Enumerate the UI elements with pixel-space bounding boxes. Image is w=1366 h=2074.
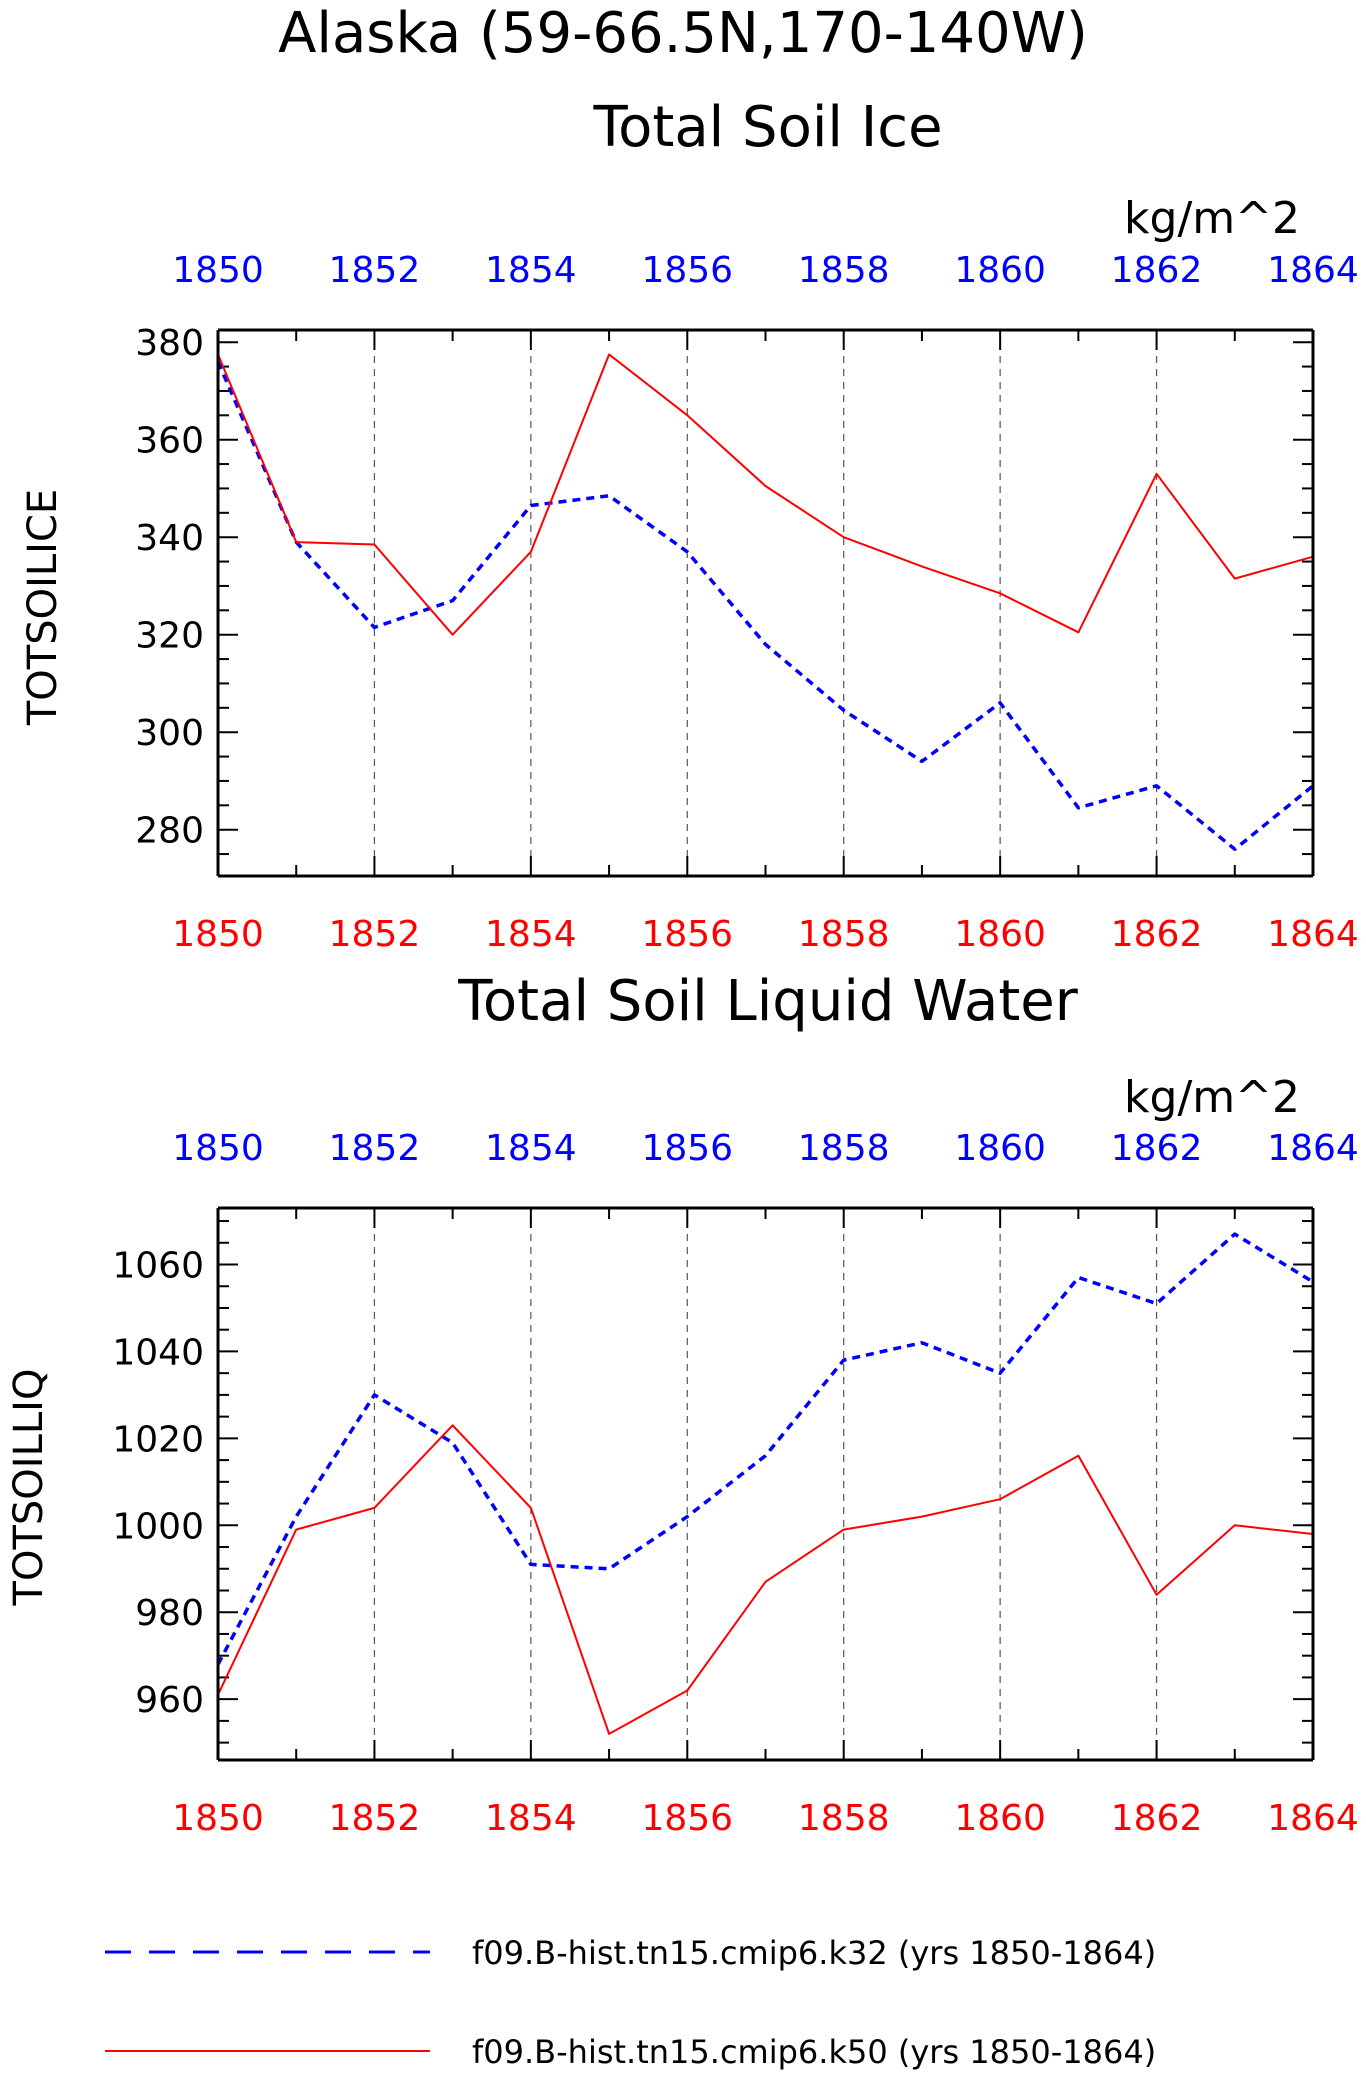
x-tick-label-bottom: 1852 xyxy=(329,1798,421,1839)
x-tick-label-top: 1864 xyxy=(1267,1128,1359,1169)
x-tick-label-top: 1852 xyxy=(329,1128,421,1169)
x-tick-label-bottom: 1862 xyxy=(1111,1798,1203,1839)
x-tick-label-top: 1856 xyxy=(641,1128,733,1169)
series-line-k32 xyxy=(216,1232,1314,1666)
panel-title: Total Soil Liquid Water xyxy=(457,969,1079,1034)
x-tick-label-bottom: 1862 xyxy=(1111,914,1203,955)
y-tick-label: 980 xyxy=(135,1593,204,1634)
y-tick-label: 360 xyxy=(135,421,204,462)
y-tick-label: 1000 xyxy=(112,1506,204,1547)
x-tick-label-top: 1850 xyxy=(172,250,264,291)
x-tick-label-top: 1854 xyxy=(485,1128,577,1169)
x-tick-label-top: 1858 xyxy=(798,1128,890,1169)
legend-label-k50: f09.B-hist.tn15.cmip6.k50 (yrs 1850-1864… xyxy=(472,2033,1156,2071)
units-label: kg/m^2 xyxy=(1124,193,1300,244)
x-tick-label-top: 1854 xyxy=(485,250,577,291)
units-label: kg/m^2 xyxy=(1124,1072,1300,1123)
series-line-k50 xyxy=(217,1424,1314,1735)
y-tick-label: 380 xyxy=(135,323,204,364)
y-axis-label: TOTSOILLIQ xyxy=(6,1369,52,1607)
x-tick-label-bottom: 1856 xyxy=(641,1798,733,1839)
x-tick-label-bottom: 1860 xyxy=(954,1798,1046,1839)
panel-soil-ice: Total Soil Ice kg/m^2 TOTSOILICE 280 300 3… xyxy=(20,95,1359,955)
panel-title: Total Soil Ice xyxy=(592,95,942,160)
y-tick-label: 1040 xyxy=(112,1332,204,1373)
x-tick-label-bottom: 1858 xyxy=(798,1798,890,1839)
y-axis-label: TOTSOILICE xyxy=(20,489,66,726)
x-tick-label-bottom: 1854 xyxy=(485,914,577,955)
x-tick-label-bottom: 1854 xyxy=(485,1798,577,1839)
y-tick-label: 340 xyxy=(135,518,204,559)
x-tick-label-bottom: 1856 xyxy=(641,914,733,955)
x-tick-label-top: 1858 xyxy=(798,250,890,291)
x-tick-label-bottom: 1864 xyxy=(1267,914,1359,955)
legend: f09.B-hist.tn15.cmip6.k32 (yrs 1850-1864… xyxy=(105,1934,1156,2071)
x-tick-label-top: 1850 xyxy=(172,1128,264,1169)
x-tick-label-bottom: 1850 xyxy=(172,1798,264,1839)
y-tick-label: 300 xyxy=(135,713,204,754)
y-tick-label: 1020 xyxy=(112,1419,204,1460)
x-tick-label-bottom: 1852 xyxy=(329,914,421,955)
x-tick-label-top: 1862 xyxy=(1111,250,1203,291)
x-tick-label-top: 1862 xyxy=(1111,1128,1203,1169)
y-tick-label: 960 xyxy=(135,1680,204,1721)
y-tick-label: 1060 xyxy=(112,1246,204,1287)
legend-label-k32: f09.B-hist.tn15.cmip6.k32 (yrs 1850-1864… xyxy=(472,1934,1156,1972)
figure-title: Alaska (59-66.5N,170-140W) xyxy=(278,1,1088,66)
x-tick-label-top: 1864 xyxy=(1267,250,1359,291)
x-tick-label-top: 1860 xyxy=(954,250,1046,291)
x-tick-label-top: 1860 xyxy=(954,1128,1046,1169)
y-tick-label: 280 xyxy=(135,811,204,852)
series-line-k50 xyxy=(217,353,1314,636)
series-line-k32 xyxy=(216,361,1315,851)
x-tick-label-top: 1852 xyxy=(329,250,421,291)
x-tick-label-top: 1856 xyxy=(641,250,733,291)
panel-soil-liquid-water: Total Soil Liquid Water kg/m^2 TOTSOILLI… xyxy=(6,969,1359,1839)
y-tick-label: 320 xyxy=(135,616,204,657)
x-tick-label-bottom: 1864 xyxy=(1267,1798,1359,1839)
x-tick-label-bottom: 1850 xyxy=(172,914,264,955)
x-tick-label-bottom: 1860 xyxy=(954,914,1046,955)
x-tick-label-bottom: 1858 xyxy=(798,914,890,955)
